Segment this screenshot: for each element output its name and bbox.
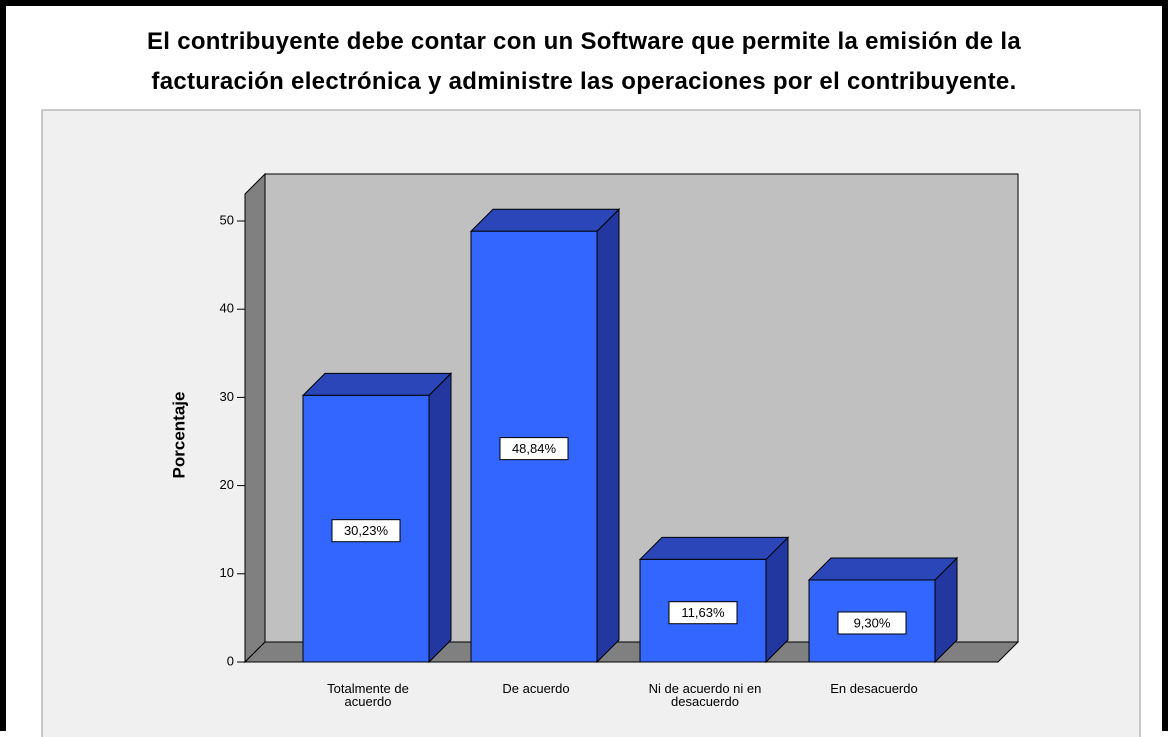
x-tick-label: En desacuerdo (830, 681, 918, 696)
y-axis-label: Porcentaje (169, 392, 188, 479)
value-label: 48,84% (512, 441, 557, 456)
y-tick-label: 0 (227, 653, 234, 668)
title-line: El contribuyente debe contar con un Soft… (146, 28, 1022, 55)
value-label-box (837, 611, 907, 635)
x-tick-label: Totalmente de acuerdo (327, 681, 409, 709)
value-label: 11,63% (681, 605, 725, 620)
y-tick-label: 10 (220, 565, 234, 580)
x-tick-label: De acuerdo (502, 681, 570, 696)
bar-side (596, 208, 620, 664)
left-wall (244, 172, 266, 664)
value-label-box (499, 437, 569, 461)
y-tick-label: 50 (220, 212, 234, 227)
bar-side (428, 372, 452, 664)
value-label-box (668, 601, 738, 625)
y-tick-label: 30 (220, 389, 234, 404)
bar-top (638, 536, 790, 560)
bar-top (301, 372, 453, 396)
x-tick-label: Ni de acuerdo ni en desacuerdo (648, 681, 762, 709)
value-label-box (331, 519, 401, 543)
title-line: facturación electrónica y administre las… (151, 68, 1017, 95)
y-tick-label: 20 (220, 477, 234, 492)
y-tick-label: 40 (220, 301, 234, 316)
bar-top (469, 208, 621, 232)
bar-top (807, 557, 959, 581)
value-label: 30,23% (344, 523, 389, 538)
value-label: 9,30% (854, 615, 891, 630)
